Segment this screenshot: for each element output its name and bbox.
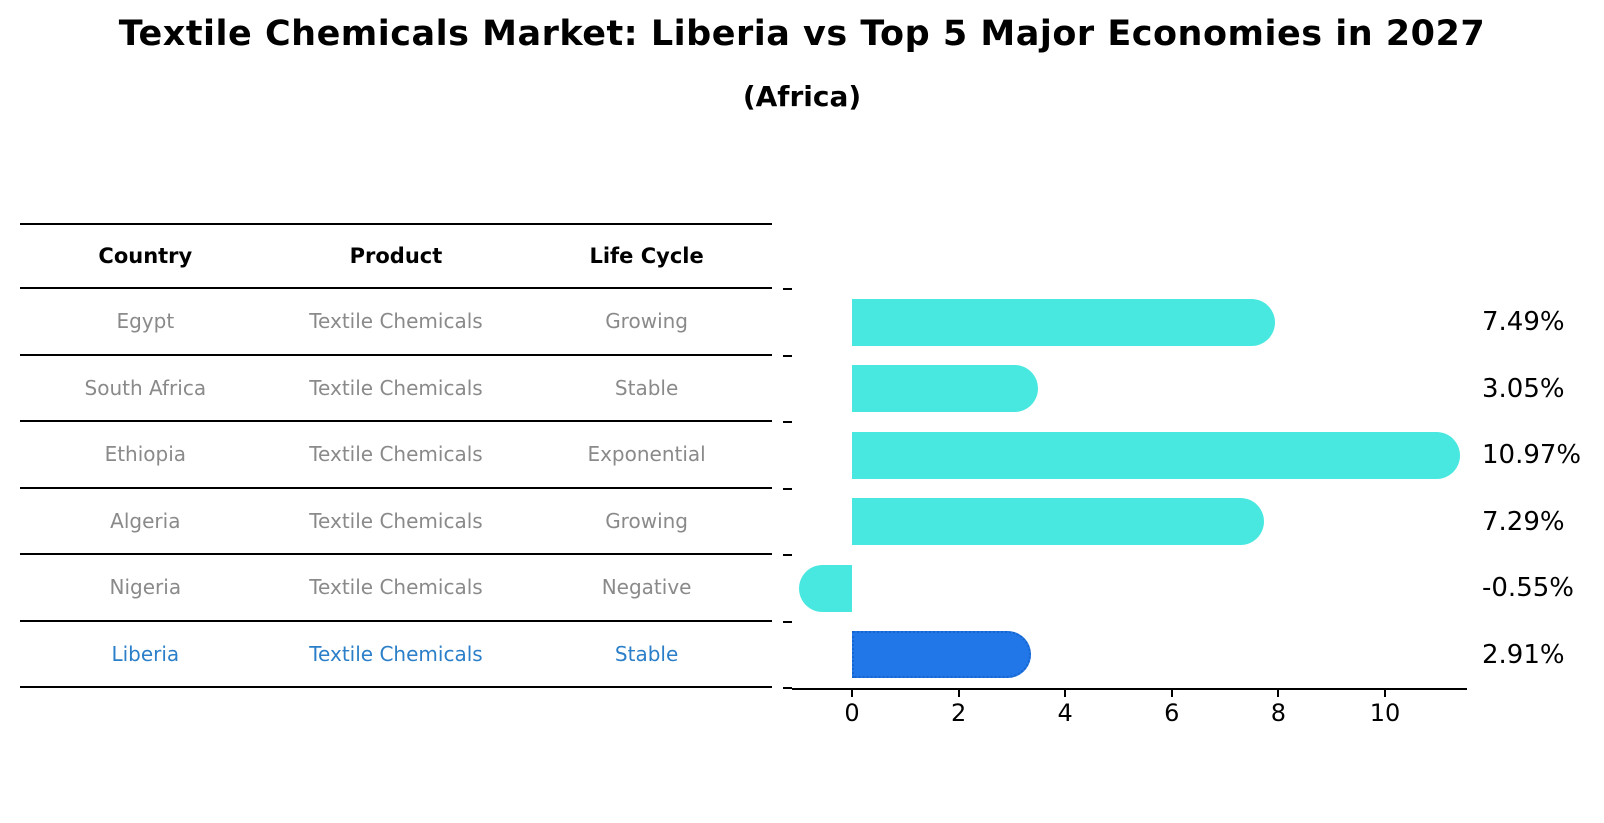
cell-life-cycle: Growing <box>605 309 688 334</box>
cell-life-cycle: Negative <box>601 575 692 600</box>
bar-ethiopia <box>852 431 1461 479</box>
bar-south-africa <box>852 365 1039 413</box>
cell-country: Nigeria <box>109 575 182 600</box>
cell-country: Ethiopia <box>104 442 187 467</box>
bar-nigeria <box>799 564 852 612</box>
x-axis-tick <box>1384 688 1386 697</box>
y-axis-tick <box>783 354 792 357</box>
column-header-life-cycle: Life Cycle <box>589 244 704 268</box>
cell-product: Textile Chemicals <box>309 375 483 400</box>
x-axis-tick-label: 10 <box>1369 699 1401 727</box>
cell-life-cycle: Stable <box>614 641 679 666</box>
bar-value-label: 2.91% <box>1482 639 1565 670</box>
cell-product: Textile Chemicals <box>309 641 483 666</box>
table-row: Egypt Textile Chemicals Growing <box>20 289 772 356</box>
column-header-product: Product <box>349 244 443 268</box>
x-axis-tick-label: 4 <box>1057 699 1073 727</box>
cell-country: Liberia <box>111 641 180 666</box>
table-header-row: Country Product Life Cycle <box>20 223 772 289</box>
cell-life-cycle: Stable <box>614 375 679 400</box>
country-table: Country Product Life Cycle Egypt Textile Che… <box>20 223 772 688</box>
cell-product: Textile Chemicals <box>309 442 483 467</box>
y-axis-tick <box>783 421 792 423</box>
table-row: Nigeria Textile Chemicals Negative <box>20 555 772 622</box>
bar-algeria <box>852 498 1265 546</box>
column-header-country: Country <box>98 244 193 268</box>
y-axis-tick <box>783 554 792 556</box>
chart-subtitle: (Africa) <box>742 80 862 113</box>
cell-life-cycle: Growing <box>605 508 688 533</box>
chart-title: Textile Chemicals Market: Liberia vs Top… <box>118 14 1486 54</box>
bar-egypt <box>852 298 1275 346</box>
y-axis-tick <box>783 687 792 689</box>
x-axis-tick-label: 2 <box>950 699 967 727</box>
bar-value-label: 3.05% <box>1482 373 1565 404</box>
y-axis-tick <box>783 487 792 490</box>
cell-country: South Africa <box>84 375 207 400</box>
cell-product: Textile Chemicals <box>309 309 483 334</box>
x-axis-tick-label: 6 <box>1164 699 1180 727</box>
x-axis-tick <box>851 688 853 697</box>
cell-country: Egypt <box>116 309 175 334</box>
bar-chart: 0 2 4 6 8 10 <box>783 288 1467 727</box>
table-row: South Africa Textile Chemicals Stable <box>20 356 772 422</box>
table-row: Algeria Textile Chemicals Growing <box>20 489 772 555</box>
cell-country: Algeria <box>110 508 181 533</box>
x-axis-tick-label: 0 <box>844 699 860 727</box>
cell-product: Textile Chemicals <box>309 508 483 533</box>
bar-value-label: 10.97% <box>1482 440 1582 471</box>
bar-value-label: 7.29% <box>1482 506 1565 537</box>
x-axis-tick <box>1064 688 1067 697</box>
x-axis-tick <box>1170 688 1173 697</box>
cell-life-cycle: Exponential <box>587 442 706 467</box>
y-axis-tick <box>783 620 792 623</box>
bar-value-label: 7.49% <box>1482 307 1565 338</box>
table-row: Liberia Textile Chemicals Stable <box>20 622 772 688</box>
x-axis-tick <box>957 688 960 697</box>
x-axis-tick <box>1277 688 1280 697</box>
bar-value-label: -0.55% <box>1482 573 1574 604</box>
x-axis-line <box>792 687 1467 690</box>
cell-product: Textile Chemicals <box>309 575 483 600</box>
x-axis-tick-label: 8 <box>1270 699 1287 727</box>
table-row: Ethiopia Textile Chemicals Exponential <box>20 422 772 489</box>
bar-liberia <box>852 631 1031 679</box>
y-axis-tick <box>783 288 792 290</box>
